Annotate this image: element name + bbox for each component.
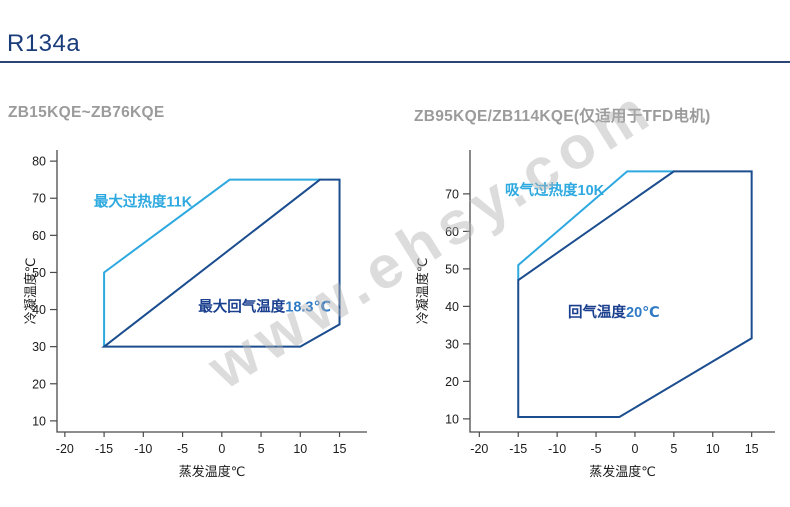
y-tick-label: 10 xyxy=(445,412,459,426)
chart-right-title: ZB95KQE/ZB114KQE(仅适用于TFD电机) xyxy=(414,108,711,125)
x-tick-label: 15 xyxy=(333,442,347,456)
y-axis-ticks: 10 20 30 40 50 60 70 80 xyxy=(32,155,57,428)
x-axis-ticks: -20 -15 -10 -5 0 5 10 15 xyxy=(56,432,347,456)
y-tick-label: 80 xyxy=(32,155,46,169)
annotation-part: 20℃ xyxy=(626,305,660,321)
annotation-part: 最大过热度11K xyxy=(94,192,193,210)
x-tick-label: -5 xyxy=(590,442,601,456)
y-axis-label: 冷凝温度℃ xyxy=(415,258,430,325)
x-tick-label: 5 xyxy=(258,442,265,456)
suction-superheat-limit xyxy=(517,170,674,281)
y-tick-label: 50 xyxy=(445,262,459,276)
y-tick-label: 70 xyxy=(32,192,46,206)
chart-right: -20 -15 -10 -5 0 5 10 15 10 20 30 40 50 60 70 蒸发温度℃ 冷凝温度… xyxy=(395,140,790,502)
x-tick-label: 10 xyxy=(706,442,720,456)
x-tick-label: -15 xyxy=(509,442,527,456)
chart-annotation: 回气温度20℃ xyxy=(568,303,660,321)
x-axis-ticks: -20 -15 -10 -5 0 5 10 15 xyxy=(470,432,759,456)
y-tick-label: 40 xyxy=(32,303,46,317)
chart-left-title: ZB15KQE~ZB76KQE xyxy=(8,104,165,121)
y-tick-label: 10 xyxy=(32,414,46,428)
y-tick-label: 50 xyxy=(32,266,46,280)
x-axis-label: 蒸发温度℃ xyxy=(179,464,246,479)
x-tick-label: -20 xyxy=(56,442,74,456)
max-superheat-limit xyxy=(103,178,320,347)
x-tick-label: 0 xyxy=(631,442,638,456)
y-tick-label: 20 xyxy=(445,375,459,389)
y-tick-label: 30 xyxy=(32,340,46,354)
x-tick-label: -10 xyxy=(134,442,152,456)
operating-envelope xyxy=(517,170,753,418)
x-tick-label: 10 xyxy=(293,442,307,456)
y-tick-label: 30 xyxy=(445,337,459,351)
chart-annotation: 吸气过热度10K xyxy=(505,181,605,199)
annotation-part: 最大回气温度 xyxy=(198,297,285,315)
x-tick-label: -10 xyxy=(548,442,566,456)
y-tick-label: 40 xyxy=(445,300,459,314)
chart-annotation: 最大回气温度18.3℃ xyxy=(198,297,331,315)
annotation-part: 吸气过热度10K xyxy=(505,181,605,199)
x-tick-label: 0 xyxy=(218,442,225,456)
axis-lines xyxy=(56,150,367,433)
x-tick-label: -20 xyxy=(470,442,488,456)
x-tick-label: 15 xyxy=(745,442,759,456)
chart-left: -20 -15 -10 -5 0 5 10 15 10 20 30 40 50 60 70 80 蒸发温度℃ 冷凝… xyxy=(0,140,395,502)
y-tick-label: 70 xyxy=(445,187,459,201)
x-axis-label: 蒸发温度℃ xyxy=(589,464,656,479)
chart-right-canvas: -20 -15 -10 -5 0 5 10 15 10 20 30 40 50 60 70 蒸发温度℃ 冷凝温度… xyxy=(415,150,775,479)
header-divider xyxy=(0,61,790,63)
x-tick-label: 5 xyxy=(670,442,677,456)
page-title: R134a xyxy=(7,30,81,57)
annotation-part: 18.3℃ xyxy=(285,299,331,315)
chart-annotation: 最大过热度11K xyxy=(94,192,193,210)
y-axis-label: 冷凝温度℃ xyxy=(23,258,38,325)
y-tick-label: 60 xyxy=(32,229,46,243)
y-tick-label: 20 xyxy=(32,377,46,391)
chart-left-canvas: -20 -15 -10 -5 0 5 10 15 10 20 30 40 50 60 70 80 蒸发温度℃ 冷凝… xyxy=(23,150,367,479)
operating-envelope xyxy=(101,178,341,348)
x-tick-label: -15 xyxy=(95,442,113,456)
y-axis-ticks: 10 20 30 40 50 60 70 xyxy=(445,187,470,426)
y-tick-label: 60 xyxy=(445,225,459,239)
annotation-part: 回气温度 xyxy=(568,303,626,321)
x-tick-label: -5 xyxy=(177,442,188,456)
